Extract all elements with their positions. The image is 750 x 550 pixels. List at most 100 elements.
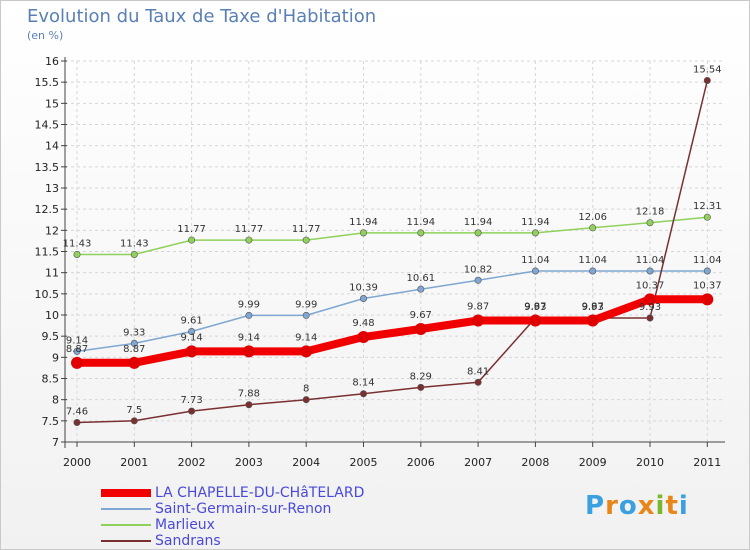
x-tick-label: 2001: [120, 456, 148, 469]
data-label: 7.46: [66, 407, 88, 418]
y-tick-label: 11: [45, 267, 59, 280]
x-tick-label: 2007: [464, 456, 492, 469]
legend-label-marlieux: Marlieux: [155, 517, 215, 533]
data-point: [130, 417, 138, 425]
data-label: 8: [303, 384, 309, 395]
data-point: [474, 229, 482, 237]
data-point: [701, 293, 714, 306]
data-point: [646, 314, 654, 322]
data-point: [188, 407, 196, 415]
y-tick-label: 10.5: [35, 288, 60, 301]
y-tick-label: 8: [52, 394, 59, 407]
data-label: 9.87: [582, 302, 604, 313]
data-point: [703, 76, 711, 84]
data-point: [472, 314, 485, 327]
logo-letter: t: [665, 491, 679, 521]
logo-letter: r: [605, 491, 619, 521]
data-label: 10.61: [406, 273, 435, 284]
data-point: [73, 250, 81, 258]
logo-letter: o: [618, 491, 638, 521]
data-point: [474, 378, 482, 386]
y-tick-label: 15: [45, 97, 59, 110]
legend-label-saint-germain: Saint-Germain-sur-Renon: [155, 501, 332, 517]
data-point: [73, 347, 81, 355]
legend-swatch-saint-germain: [101, 508, 151, 510]
data-label: 9.93: [524, 302, 546, 313]
data-point: [529, 314, 542, 327]
data-label: 9.14: [238, 332, 260, 343]
y-tick-label: 14: [45, 140, 59, 153]
data-point: [357, 331, 370, 344]
data-label: 10.82: [464, 264, 493, 275]
data-point: [359, 294, 367, 302]
data-point: [300, 345, 313, 358]
data-label: 11.77: [292, 224, 321, 235]
data-point: [703, 213, 711, 221]
series-line-3: [73, 295, 712, 367]
data-point: [302, 396, 310, 404]
x-tick-label: 2009: [579, 456, 607, 469]
data-point: [586, 314, 599, 327]
data-label: 11.94: [521, 217, 550, 228]
data-point: [188, 328, 196, 336]
data-label: 11.43: [120, 238, 149, 249]
legend-swatch-marlieux: [101, 524, 151, 526]
data-label: 12.18: [636, 207, 665, 218]
data-label: 9.67: [410, 310, 432, 321]
data-label: 11.94: [464, 217, 493, 228]
y-tick-label: 9: [52, 351, 59, 364]
data-point: [130, 250, 138, 258]
data-point: [359, 229, 367, 237]
x-tick-label: 2002: [178, 456, 206, 469]
data-label: 12.31: [693, 201, 722, 212]
grid-lines: [65, 60, 725, 443]
data-label: 11.94: [349, 217, 378, 228]
chart-subtitle: (en %): [27, 29, 64, 42]
y-tick-label: 14.5: [35, 119, 60, 132]
data-label: 8.29: [410, 371, 432, 382]
y-tick-label: 9.5: [42, 330, 60, 343]
y-tick-label: 13.5: [35, 161, 60, 174]
data-label: 8.41: [467, 366, 489, 377]
data-label: 11.94: [406, 217, 435, 228]
data-point: [589, 224, 597, 232]
data-label: 9.33: [123, 327, 145, 338]
data-label: 7.88: [238, 389, 260, 400]
x-tick-label: 2000: [63, 456, 91, 469]
data-point: [646, 267, 654, 275]
y-tick-label: 11.5: [35, 246, 60, 259]
axes: 7 7.5 8 8.5 9 9.5 10 10.5 11 11.5 12 12.5 13 13.5 14 14…: [35, 55, 725, 469]
data-label: 8.14: [352, 378, 374, 389]
y-tick-label: 12: [45, 224, 59, 237]
data-label: 12.06: [578, 212, 607, 223]
data-point: [188, 236, 196, 244]
data-points: [71, 76, 714, 427]
y-tick-label: 8.5: [42, 373, 60, 386]
data-label: 9.14: [295, 332, 317, 343]
data-label: 9.99: [295, 299, 317, 310]
data-label: 11.43: [63, 238, 92, 249]
x-tick-label: 2003: [235, 456, 263, 469]
data-point: [414, 322, 427, 335]
data-label: 9.93: [639, 302, 661, 313]
y-tick-label: 7: [52, 436, 59, 449]
data-point: [128, 356, 141, 369]
data-label: 8.87: [123, 344, 145, 355]
data-label: 7.5: [126, 405, 142, 416]
data-point: [644, 293, 656, 306]
data-label: 11.04: [521, 255, 550, 266]
data-label: 11.77: [177, 224, 206, 235]
data-label: 9.87: [467, 302, 489, 313]
proxiti-logo: Proxiti: [585, 491, 689, 521]
data-label: 9.14: [180, 332, 202, 343]
series-line-0: [76, 216, 709, 256]
data-point: [245, 401, 253, 409]
chart-title: Evolution du Taux de Taxe d'Habitation: [27, 6, 377, 27]
data-label: 9.87: [524, 302, 546, 313]
x-tick-label: 2005: [350, 456, 378, 469]
data-point: [359, 390, 367, 398]
legend-swatch-sandrans: [101, 540, 151, 542]
data-label: 15.54: [693, 64, 722, 75]
